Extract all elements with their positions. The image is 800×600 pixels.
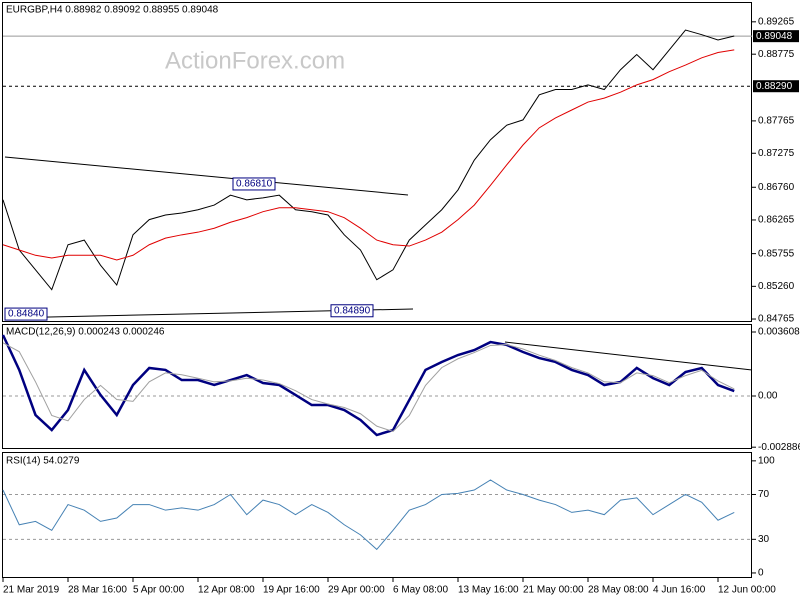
- x-tick-label: 29 Apr 00:00: [328, 585, 385, 596]
- series-line: [2, 49, 735, 261]
- y-tick-label: 0.87765: [758, 116, 795, 127]
- y-tick-label: 0.84765: [758, 314, 795, 325]
- panel-title: RSI(14) 54.0279: [6, 456, 80, 467]
- series-line: [2, 342, 735, 433]
- y-tick-label: 70: [758, 489, 770, 500]
- x-tick-label: 12 Apr 08:00: [198, 585, 255, 596]
- rsi-panel: [2, 452, 752, 578]
- y-tick-label: 0.86760: [758, 182, 795, 193]
- price-label-box: [753, 80, 799, 93]
- x-tick-label: 4 Jun 16:00: [653, 585, 706, 596]
- macd-panel: [2, 324, 752, 449]
- y-tick-label: 0.87275: [758, 148, 795, 159]
- x-tick-label: 28 Mar 16:00: [68, 585, 127, 596]
- x-tick-label: 12 Jun 00:00: [718, 585, 776, 596]
- x-tick-label: 21 Mar 2019: [3, 585, 60, 596]
- x-tick-label: 19 Apr 16:00: [263, 585, 320, 596]
- y-tick-label: 0.89265: [758, 16, 795, 27]
- annotation-box: [232, 177, 276, 191]
- y-tick-label: 100: [758, 455, 775, 466]
- x-tick-label: 13 May 16:00: [458, 585, 519, 596]
- x-tick-label: 5 Apr 00:00: [133, 585, 185, 596]
- annotation-label: 0.84890: [334, 305, 371, 316]
- y-tick-label: 0.003608: [758, 327, 800, 338]
- y-tick-label: 0.86265: [758, 215, 795, 226]
- trendline: [4, 156, 409, 196]
- y-tick-label: 0.00: [758, 391, 778, 402]
- annotation-label: 0.86810: [236, 179, 273, 190]
- series-line: [2, 29, 735, 291]
- price-label-box: [753, 30, 799, 43]
- annotation-box: [330, 304, 374, 318]
- chart-title: EURGBP,H4 0.88982 0.89092 0.88955 0.8904…: [6, 5, 219, 16]
- y-tick-label: 0.88775: [758, 49, 795, 60]
- y-tick-label: -0.002886: [758, 442, 800, 453]
- trendline: [504, 341, 753, 371]
- x-tick-label: 6 May 08:00: [393, 585, 448, 596]
- annotation-label: 0.84840: [8, 309, 45, 320]
- price-label: 0.89048: [756, 31, 793, 42]
- x-tick-label: 21 May 00:00: [523, 585, 584, 596]
- price-label: 0.88290: [756, 81, 793, 92]
- y-tick-label: 0: [758, 568, 764, 579]
- x-tick-label: 28 May 08:00: [588, 585, 649, 596]
- y-tick-label: 30: [758, 534, 770, 545]
- y-tick-label: 0.85755: [758, 248, 795, 259]
- price-panel: [2, 2, 752, 322]
- series-line: [2, 479, 735, 551]
- watermark: ActionForex.com: [165, 47, 345, 74]
- annotation-box: [4, 307, 48, 321]
- y-tick-label: 0.85260: [758, 281, 795, 292]
- panel-title: MACD(12,26,9) 0.000243 0.000246: [6, 327, 165, 338]
